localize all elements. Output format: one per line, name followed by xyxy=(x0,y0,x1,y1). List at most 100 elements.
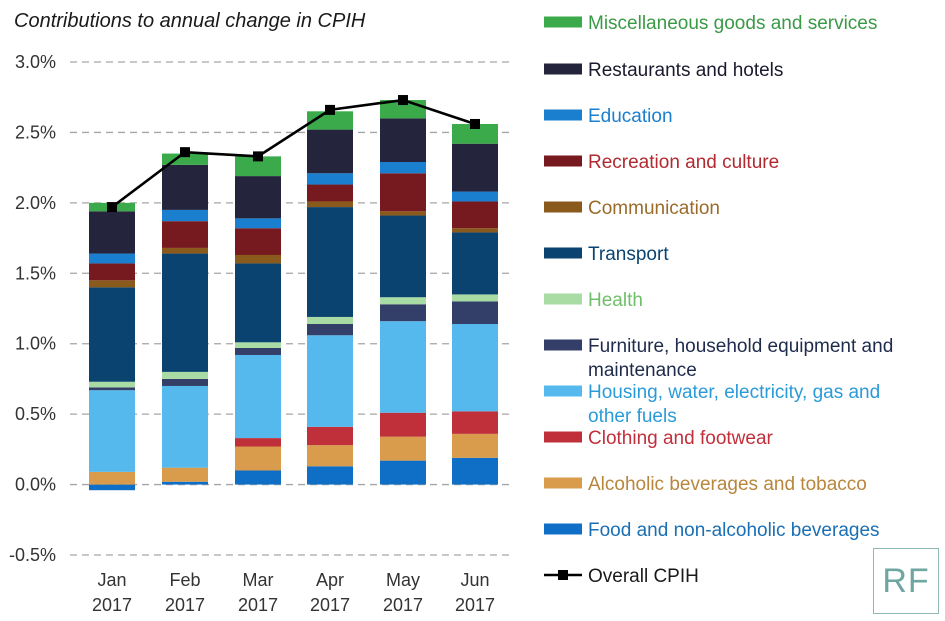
legend-label: Alcoholic beverages and tobacco xyxy=(588,474,867,495)
bar-segment xyxy=(452,201,498,229)
bar-segment xyxy=(380,162,426,174)
bar-segment xyxy=(307,316,353,324)
bar-segment xyxy=(89,263,135,281)
legend-swatch xyxy=(544,339,582,351)
bar-segment xyxy=(380,412,426,437)
y-tick-label: -0.5% xyxy=(9,545,56,565)
bar-segment xyxy=(162,371,208,379)
bar-segment xyxy=(89,280,135,288)
bar-segment xyxy=(307,129,353,174)
x-tick-year: 2017 xyxy=(238,595,278,615)
cpih-marker xyxy=(253,151,263,162)
chart-title: Contributions to annual change in CPIH xyxy=(14,10,366,32)
legend-label: Recreation and culture xyxy=(588,152,779,173)
y-tick-label: 1.5% xyxy=(15,263,56,283)
bar-segment xyxy=(162,247,208,254)
bar-segment xyxy=(162,481,208,485)
bar-segment xyxy=(235,228,281,255)
rf-logo: RF xyxy=(873,548,939,614)
x-tick-year: 2017 xyxy=(455,595,495,615)
legend-swatch xyxy=(544,523,582,535)
y-tick-label: 0.0% xyxy=(15,475,56,495)
x-axis: Jan 2017 Feb 2017 Mar 2017 Apr 2017 May 2017 Jun 20… xyxy=(92,570,495,615)
x-tick-month: Mar xyxy=(243,570,274,590)
bar-segment xyxy=(235,438,281,447)
legend-label: Education xyxy=(588,106,673,127)
legend-label: Overall CPIH xyxy=(588,566,699,587)
bar-segment xyxy=(162,164,208,210)
bar-segment xyxy=(162,153,208,165)
legend-swatch xyxy=(544,431,582,443)
bar-segment xyxy=(380,118,426,163)
legend-swatch xyxy=(544,477,582,489)
bar-segment xyxy=(452,294,498,302)
bar-segment xyxy=(235,446,281,471)
cpih-line xyxy=(107,95,480,213)
cpih-marker xyxy=(107,202,117,213)
cpih-marker xyxy=(398,95,408,106)
legend-label: Transport xyxy=(588,244,669,265)
bar-segment xyxy=(380,211,426,216)
bar-segment xyxy=(307,184,353,202)
bar-segment xyxy=(235,342,281,348)
legend-label: Food and non-alcoholic beverages xyxy=(588,520,880,541)
legend-swatch xyxy=(544,201,582,213)
bar-segment xyxy=(452,143,498,192)
x-tick-year: 2017 xyxy=(310,595,350,615)
y-tick-label: 1.0% xyxy=(15,334,56,354)
bar-segment xyxy=(235,218,281,229)
bar-segment xyxy=(162,253,208,372)
bar-segment xyxy=(452,323,498,412)
bar-segment xyxy=(89,211,135,254)
bar-segment xyxy=(452,433,498,458)
legend-label: Clothing and footwear xyxy=(588,428,774,449)
bar-segment xyxy=(452,232,498,295)
x-tick-month: Jan xyxy=(97,570,126,590)
x-tick-year: 2017 xyxy=(92,595,132,615)
legend-label: Housing, water, electricity, gas and othe… xyxy=(588,382,880,427)
bar-segment xyxy=(235,263,281,343)
legend-swatch xyxy=(544,385,582,397)
legend-swatch xyxy=(544,155,582,167)
cpih-polyline xyxy=(111,98,476,209)
legend-label: Restaurants and hotels xyxy=(588,60,783,81)
legend-swatch xyxy=(544,16,582,28)
y-tick-label: 0.5% xyxy=(15,404,56,424)
x-tick-year: 2017 xyxy=(165,595,205,615)
bar-segment xyxy=(89,484,135,491)
x-tick-month: Jun xyxy=(460,570,489,590)
bar-segment xyxy=(235,254,281,264)
bar-segment xyxy=(89,471,135,485)
legend-swatch xyxy=(544,63,582,75)
bar-segment xyxy=(307,445,353,467)
bar-segment xyxy=(307,201,353,208)
bar-segment xyxy=(380,215,426,298)
y-tick-label: 3.0% xyxy=(15,52,56,72)
legend-swatch xyxy=(544,293,582,305)
bar-segment xyxy=(380,173,426,212)
y-tick-label: 2.0% xyxy=(15,193,56,213)
bar-segment xyxy=(307,323,353,336)
bar-segment xyxy=(452,123,498,144)
bar-segment xyxy=(307,207,353,317)
x-tick-month: Apr xyxy=(316,570,344,590)
x-tick-month: May xyxy=(386,570,420,590)
legend-label: Miscellaneous goods and services xyxy=(588,13,877,34)
bar-segment xyxy=(89,387,135,391)
bar-segment xyxy=(235,156,281,177)
bar-segment xyxy=(162,209,208,222)
bar-segment xyxy=(380,436,426,461)
bar-segment xyxy=(235,354,281,439)
legend-label: Furniture, household equipment and mainte… xyxy=(588,336,893,381)
bar-segment xyxy=(380,297,426,305)
bar-segment xyxy=(380,321,426,413)
bar-segment xyxy=(452,301,498,324)
bar-segment xyxy=(235,347,281,355)
bar-segment xyxy=(162,378,208,386)
bar-segment xyxy=(162,385,208,468)
bar-segment xyxy=(89,253,135,264)
bar-segment xyxy=(307,173,353,185)
bar-segment xyxy=(452,457,498,485)
bar-segment xyxy=(235,176,281,219)
